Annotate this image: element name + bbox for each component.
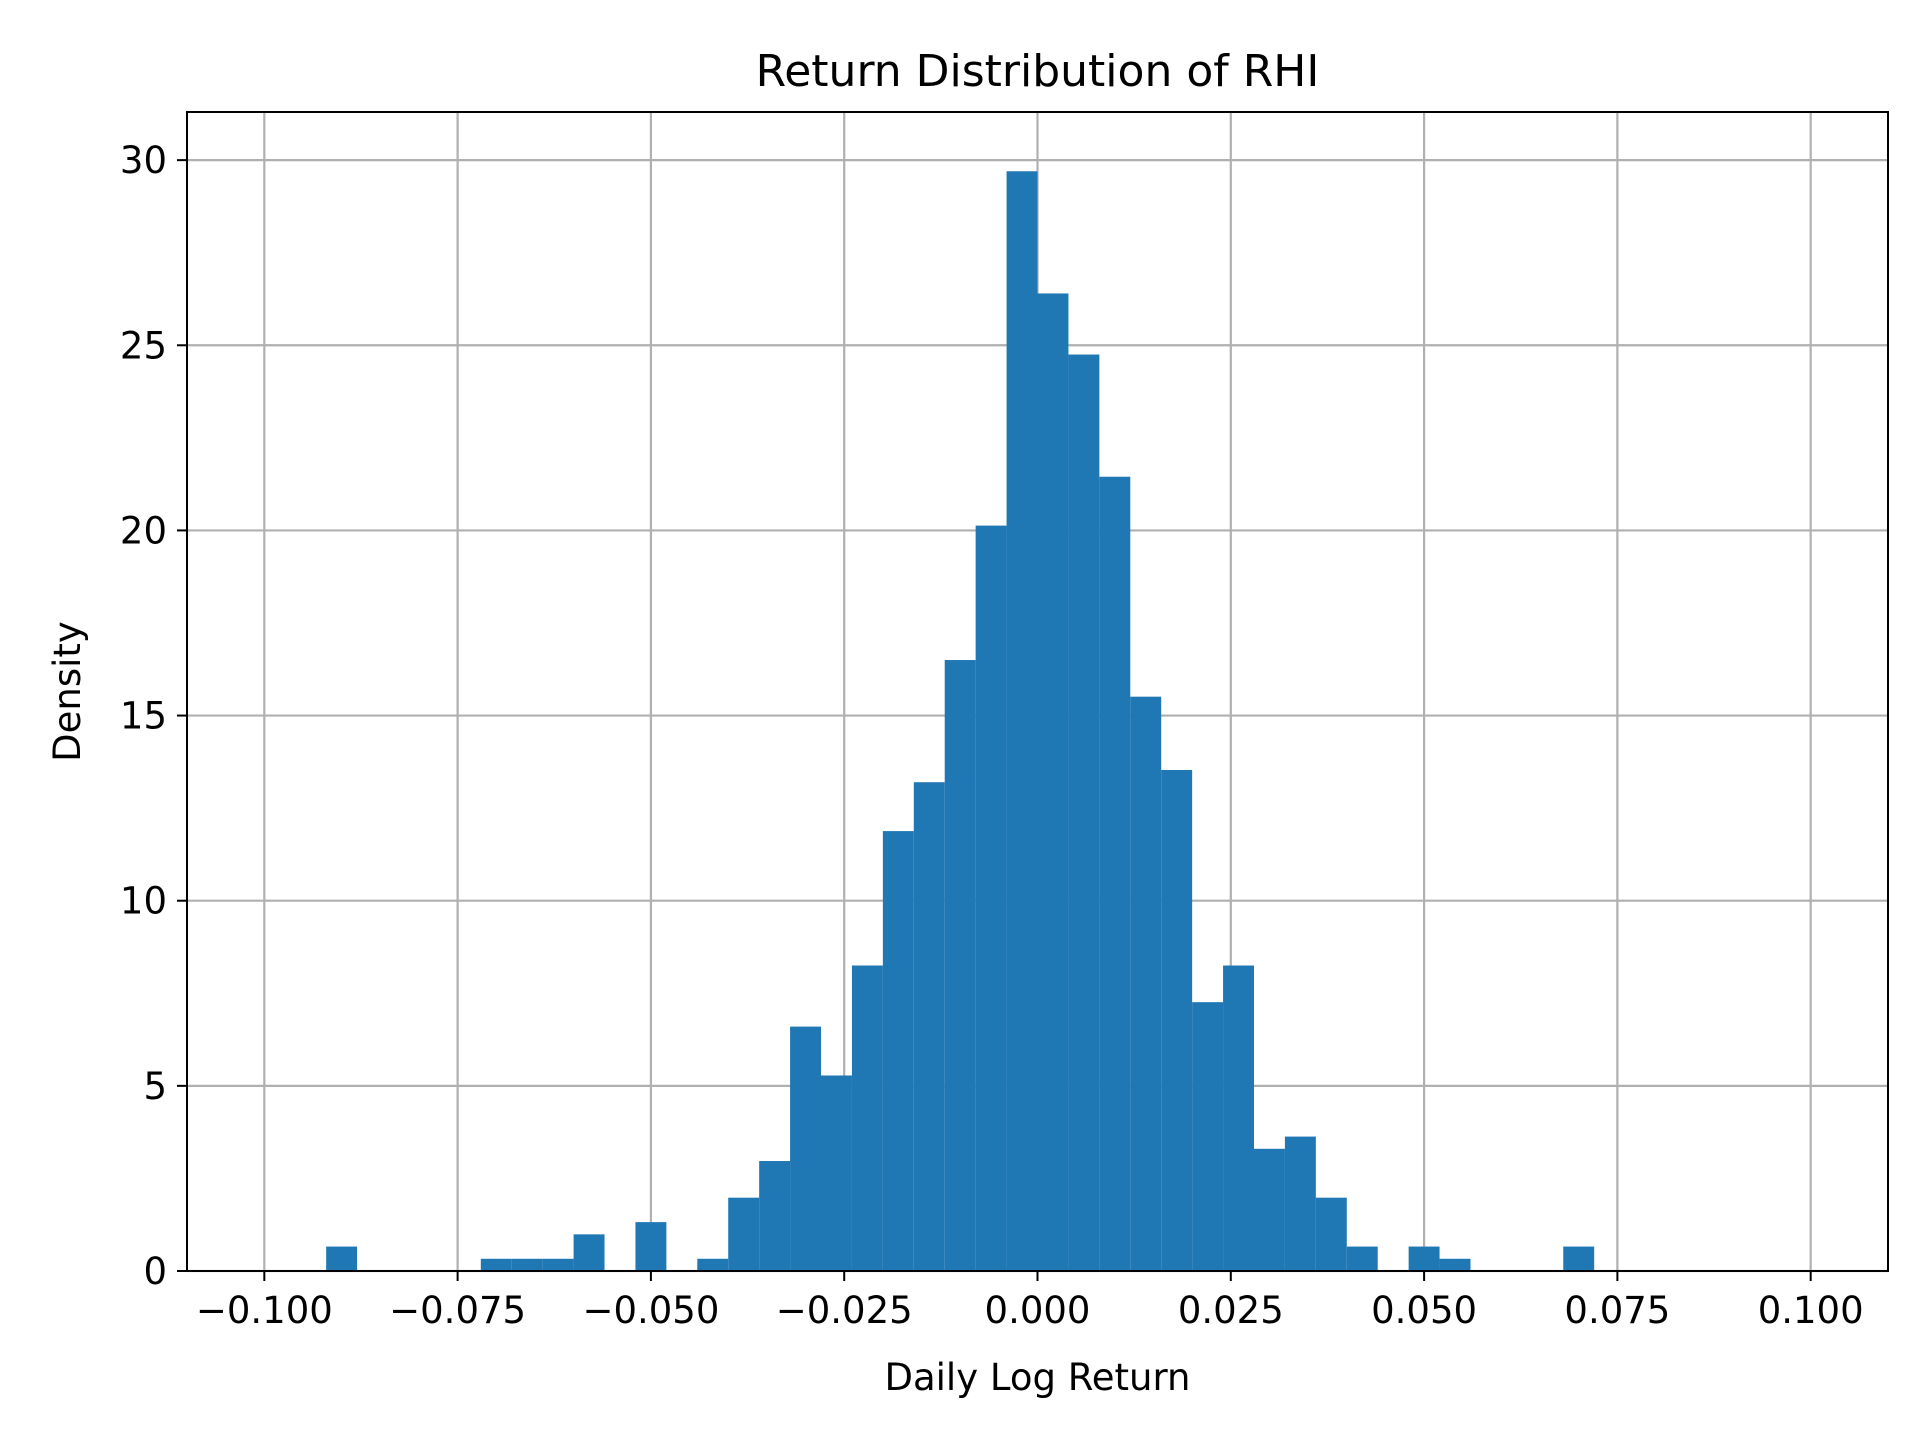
x-tick-label: 0.100 bbox=[1758, 1289, 1864, 1332]
histogram-bar bbox=[1068, 354, 1100, 1271]
histogram-bar bbox=[1223, 965, 1254, 1271]
histogram-bar bbox=[1006, 171, 1038, 1272]
histogram-bar bbox=[697, 1258, 729, 1271]
histogram-bar bbox=[635, 1222, 667, 1271]
x-tick-label: −0.050 bbox=[582, 1289, 719, 1332]
histogram-bar bbox=[1315, 1197, 1347, 1271]
histogram-bar bbox=[1130, 696, 1162, 1271]
histogram-bar bbox=[1346, 1246, 1378, 1271]
y-tick-label: 15 bbox=[120, 695, 167, 738]
histogram-bar bbox=[821, 1075, 852, 1271]
histogram-bar bbox=[1563, 1246, 1595, 1271]
histogram-bar bbox=[1284, 1136, 1316, 1271]
histogram-bar bbox=[1192, 1002, 1224, 1271]
histogram-bar bbox=[542, 1258, 574, 1271]
x-tick-label: 0.075 bbox=[1564, 1289, 1670, 1332]
histogram-bar bbox=[882, 831, 914, 1271]
x-tick-label: 0.050 bbox=[1371, 1289, 1477, 1332]
chart-title: Return Distribution of RHI bbox=[756, 46, 1320, 97]
x-tick-label: 0.025 bbox=[1178, 1289, 1284, 1332]
histogram-bar bbox=[1408, 1246, 1440, 1271]
y-tick-label: 25 bbox=[120, 324, 167, 367]
y-tick-label: 30 bbox=[120, 139, 167, 182]
y-axis-label: Density bbox=[46, 621, 89, 762]
histogram-bar bbox=[1037, 293, 1069, 1271]
y-tick-label: 0 bbox=[143, 1250, 167, 1293]
x-tick-label: −0.025 bbox=[776, 1289, 913, 1332]
tick-layer: −0.100 −0.075 −0.050 −0.025 0.000 0.025 0.050 0… bbox=[120, 139, 1864, 1332]
histogram-bar bbox=[326, 1246, 358, 1271]
x-tick-label: −0.100 bbox=[196, 1289, 333, 1332]
histogram-bar bbox=[1253, 1148, 1285, 1271]
histogram-bar bbox=[1161, 770, 1193, 1271]
histogram-bar bbox=[573, 1234, 605, 1271]
histogram-bar bbox=[1439, 1258, 1471, 1271]
histogram-bar bbox=[944, 660, 976, 1271]
y-tick-label: 20 bbox=[120, 509, 167, 552]
bar-layer bbox=[326, 171, 1595, 1272]
histogram-bar bbox=[1099, 476, 1131, 1271]
histogram-bar bbox=[790, 1026, 822, 1271]
x-axis-label: Daily Log Return bbox=[884, 1356, 1190, 1399]
y-tick-label: 5 bbox=[143, 1065, 167, 1108]
histogram-bar bbox=[511, 1258, 543, 1271]
histogram-bar bbox=[975, 525, 1007, 1271]
histogram-bar bbox=[480, 1258, 512, 1271]
histogram-bar bbox=[759, 1161, 791, 1271]
x-tick-label: 0.000 bbox=[985, 1289, 1091, 1332]
histogram-bar bbox=[728, 1197, 760, 1271]
histogram-bar bbox=[913, 782, 945, 1271]
histogram-bar bbox=[851, 965, 883, 1271]
y-tick-label: 10 bbox=[120, 880, 167, 923]
x-tick-label: −0.075 bbox=[389, 1289, 526, 1332]
